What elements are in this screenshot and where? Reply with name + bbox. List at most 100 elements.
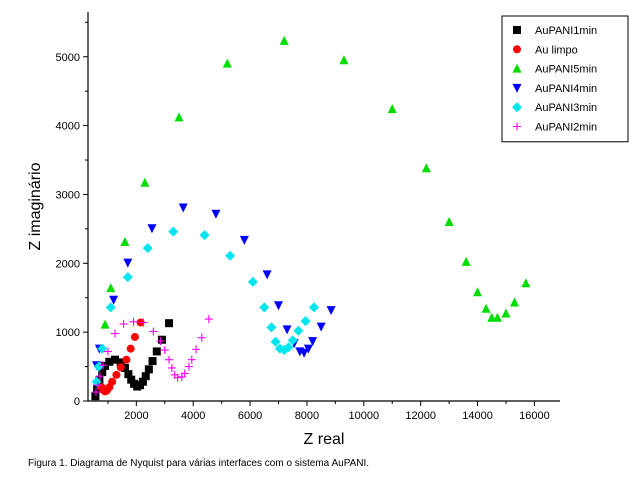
data-point: [274, 301, 284, 311]
data-point: [339, 55, 349, 65]
data-point: [111, 329, 120, 338]
legend-label: Au limpo: [535, 44, 578, 56]
data-point: [199, 230, 210, 241]
data-point: [91, 392, 100, 401]
data-point: [93, 384, 102, 393]
data-point: [124, 370, 133, 379]
data-point: [120, 363, 129, 372]
series-3: [92, 203, 336, 371]
legend-marker: [512, 102, 522, 113]
data-point: [222, 58, 232, 68]
data-point: [165, 319, 174, 328]
data-point: [116, 363, 125, 372]
series-2: [100, 35, 531, 329]
data-point: [105, 357, 114, 366]
data-point: [148, 357, 157, 366]
data-point: [91, 388, 100, 397]
data-point: [127, 375, 136, 384]
data-point: [112, 370, 121, 379]
data-point: [157, 335, 166, 344]
y-tick-label: 4000: [56, 121, 80, 133]
data-point: [387, 104, 397, 114]
figure-caption: Figura 1. Diagrama de Nyquist para vária…: [28, 458, 370, 469]
data-point: [461, 256, 471, 266]
x-tick-label: 2000: [124, 410, 148, 422]
x-tick-label: 14000: [462, 410, 493, 422]
data-point: [144, 365, 153, 374]
data-point: [123, 258, 133, 268]
y-tick-label: 3000: [56, 189, 80, 201]
data-point: [283, 342, 294, 353]
data-point: [197, 333, 206, 342]
data-point: [152, 347, 161, 356]
data-point: [184, 362, 193, 371]
y-axis-title: Z imaginário: [27, 162, 44, 250]
data-point: [178, 203, 188, 213]
series-0: [91, 319, 174, 401]
data-point: [266, 322, 277, 333]
data-point: [116, 358, 125, 367]
legend-item: AuPANI2min: [513, 122, 597, 134]
data-point: [160, 346, 169, 355]
legend-label: AuPANI3min: [535, 102, 597, 114]
data-point: [300, 316, 311, 327]
data-point: [481, 303, 491, 313]
series-4: [91, 226, 320, 387]
data-point: [204, 315, 213, 324]
data-point: [279, 35, 289, 45]
legend-marker: [512, 83, 522, 93]
legend-label: AuPANI1min: [535, 25, 597, 37]
legend-item: AuPANI4min: [512, 83, 597, 95]
y-tick-label: 1000: [56, 327, 80, 339]
data-point: [165, 355, 174, 364]
data-point: [282, 325, 292, 335]
x-tick-label: 8000: [295, 410, 319, 422]
data-point: [287, 335, 298, 346]
data-point: [126, 344, 135, 353]
data-point: [93, 361, 104, 372]
data-point: [105, 302, 116, 313]
data-point: [119, 319, 128, 328]
data-point: [138, 377, 147, 386]
data-point: [106, 283, 116, 293]
legend-item: AuPANI3min: [512, 102, 597, 114]
data-point: [108, 377, 117, 386]
data-point: [473, 287, 483, 297]
data-point: [91, 376, 102, 387]
data-point: [168, 226, 179, 237]
data-point: [109, 295, 119, 305]
data-point: [100, 319, 110, 329]
data-point: [180, 369, 189, 378]
data-point: [101, 361, 110, 370]
data-point: [99, 361, 108, 370]
x-tick-label: 10000: [349, 410, 380, 422]
data-point: [225, 250, 236, 261]
data-point: [129, 317, 138, 326]
data-point: [293, 325, 304, 336]
legend-label: AuPANI4min: [535, 83, 597, 95]
data-point: [167, 363, 176, 372]
x-tick-label: 12000: [405, 410, 436, 422]
data-point: [308, 337, 318, 347]
data-point: [122, 355, 131, 364]
x-tick-label: 16000: [519, 410, 550, 422]
series-1: [97, 318, 145, 396]
data-point: [147, 224, 157, 234]
legend-box: [501, 15, 629, 143]
y-tick-label: 5000: [56, 52, 80, 64]
data-point: [156, 337, 165, 346]
data-point: [103, 347, 112, 356]
y-tick-label: 0: [74, 396, 80, 408]
x-tick-label: 6000: [238, 410, 262, 422]
data-point: [141, 372, 150, 381]
legend-item: AuPANI5min: [512, 63, 597, 76]
data-point: [130, 332, 139, 341]
data-point: [326, 306, 336, 316]
data-point: [444, 216, 454, 226]
legend-item: AuPANI1min: [513, 25, 597, 37]
legend-marker: [512, 63, 522, 73]
legend-marker: [513, 122, 521, 131]
y-tick-label: 2000: [56, 258, 80, 270]
data-point: [95, 372, 104, 381]
